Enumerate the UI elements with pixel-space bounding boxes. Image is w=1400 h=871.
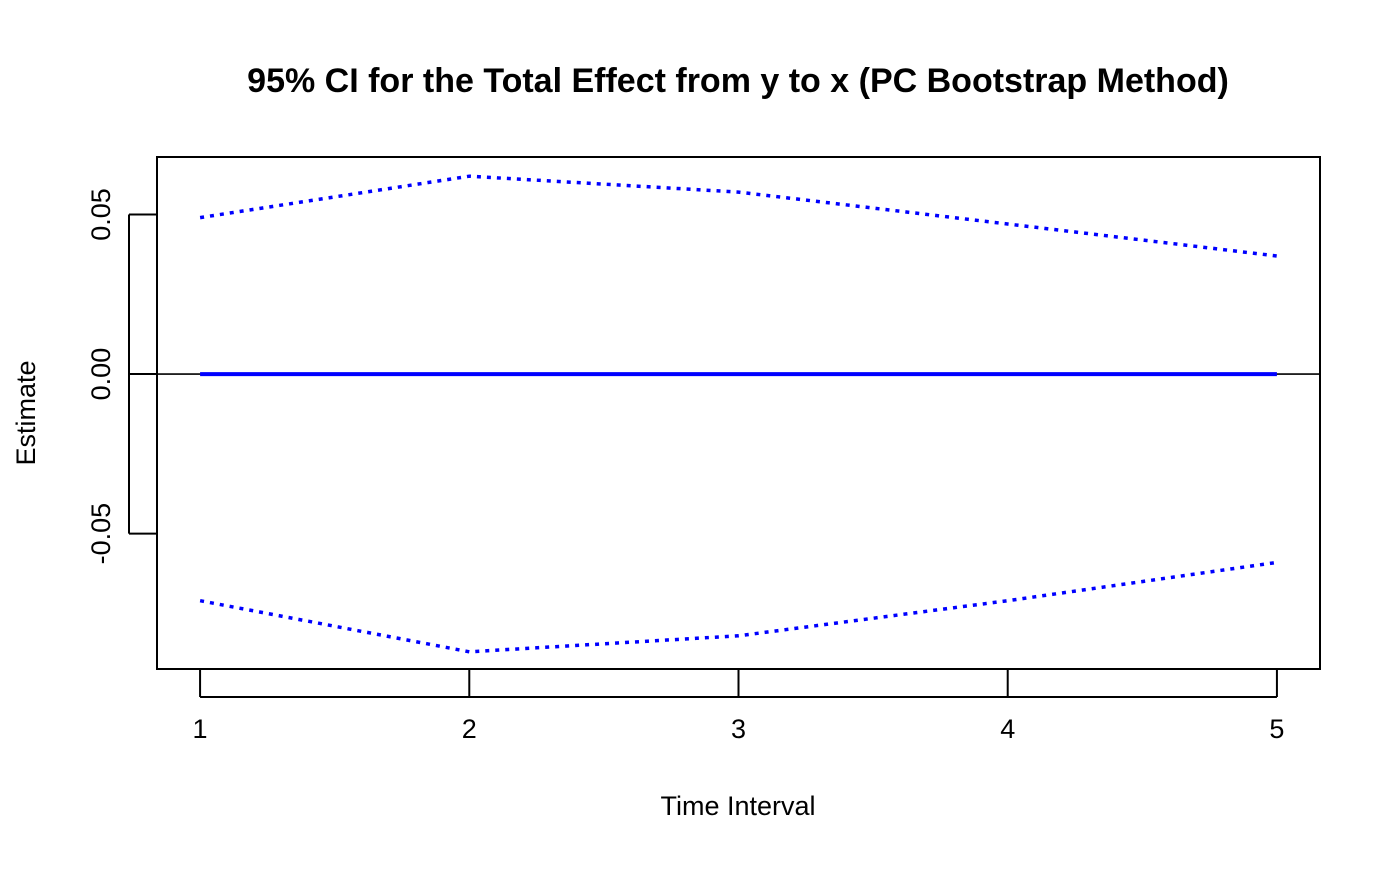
- upper-ci-line: [199, 174, 1278, 258]
- y-tick-label: 0.05: [86, 188, 116, 241]
- lower-ci-line: [199, 560, 1278, 654]
- y-tick-label: -0.05: [86, 503, 116, 565]
- plot-frame: [156, 156, 1321, 670]
- y-tick-label: 0.00: [86, 348, 116, 401]
- x-tick-label: 1: [193, 714, 208, 744]
- x-tick-label: 4: [1000, 714, 1015, 744]
- x-tick-label: 2: [462, 714, 477, 744]
- x-axis-label: Time Interval: [660, 791, 815, 821]
- chart-marks: 1 2 3 4 5 -0.05 0.00 0.05: [86, 174, 1320, 744]
- x-tick-label: 5: [1269, 714, 1284, 744]
- chart-title: 95% CI for the Total Effect from y to x …: [247, 62, 1229, 100]
- x-tick-label: 3: [731, 714, 746, 744]
- y-axis-label: Estimate: [11, 360, 41, 465]
